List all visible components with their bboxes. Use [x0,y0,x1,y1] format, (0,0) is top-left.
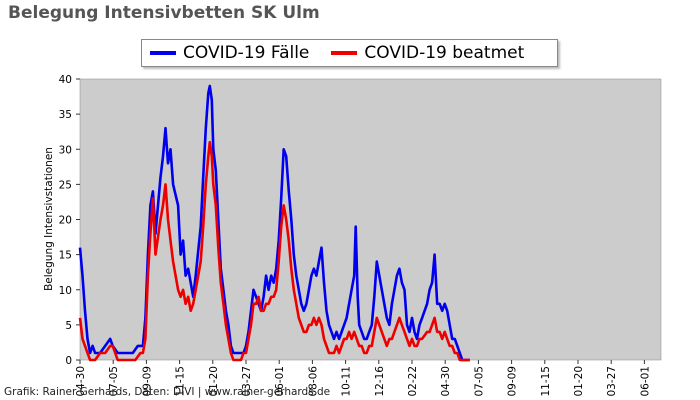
axes-layer: 0 5 10 15 20 25 30 35 40 04-30 07-05 09-09 11-15 01-2… [59,74,652,397]
x-tick-label: 01-20 [208,366,220,397]
y-tick-label: 10 [59,285,72,297]
y-tick-label: 40 [59,74,72,86]
y-tick-label: 30 [59,144,72,156]
x-tick-label: 04-30 [75,366,87,397]
series-line-faelle [78,84,470,362]
legend-item-beatmet: COVID-19 beatmet [331,43,524,63]
legend-label-beatmet: COVID-19 beatmet [364,43,525,63]
x-tick-label: 07-05 [473,366,485,397]
x-tick-label: 07-05 [108,366,120,397]
x-tick-label: 09-09 [141,366,153,397]
footer-credit: Grafik: Rainer Gerhards, Daten: DIVI | w… [4,386,331,398]
x-tick-label: 06-01 [639,366,651,397]
y-axis-label: Belegung Intensivstationen [43,147,55,291]
series-layer [78,84,470,362]
plot-area [79,78,662,361]
legend-item-faelle: COVID-19 Fälle [150,43,309,63]
y-tick-label: 20 [59,215,72,227]
legend-swatch-beatmet [331,51,358,55]
y-tick-label: 35 [59,109,72,121]
chart-title: Belegung Intensivbetten SK Ulm [8,3,320,23]
x-tick-label: 09-09 [507,366,519,397]
y-tick-label: 25 [59,179,72,191]
legend: COVID-19 Fälle COVID-19 beatmet [141,39,558,67]
legend-label-faelle: COVID-19 Fälle [183,43,310,63]
x-tick-label: 06-01 [274,366,286,397]
x-tick-label: 04-30 [440,366,452,397]
y-tick-label: 5 [65,320,72,332]
x-tick-label: 10-11 [341,366,353,397]
x-tick-label: 08-06 [307,366,319,397]
legend-swatch-faelle [150,51,176,55]
x-tick-label: 03-27 [606,366,618,397]
x-tick-label: 02-22 [407,366,419,397]
y-tick-label: 15 [59,250,72,262]
x-tick-label: 11-15 [175,366,187,397]
x-tick-label: 01-20 [573,366,585,397]
x-tick-label: 03-27 [241,366,253,397]
x-tick-label: 11-15 [540,366,552,397]
y-tick-label: 0 [65,355,72,367]
series-line-beatmet [78,140,470,362]
x-tick-label: 12-16 [374,366,386,397]
